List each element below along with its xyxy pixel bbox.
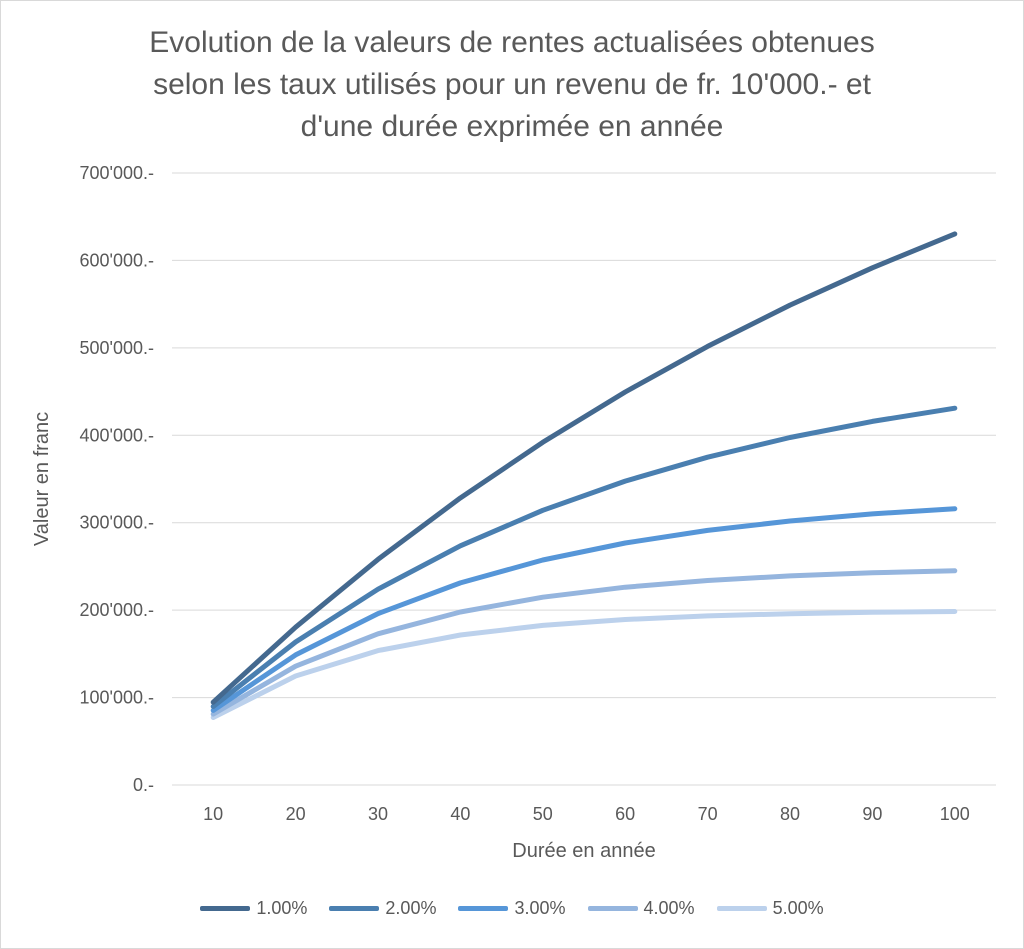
- series-line-500: [210, 609, 958, 720]
- y-tick-label: 700'000.-: [80, 163, 155, 183]
- chart-title-line-2: selon les taux utilisés pour un revenu d…: [153, 68, 871, 101]
- x-tick-label: 30: [368, 804, 388, 824]
- y-tick-label: 0.-: [133, 775, 154, 795]
- legend-item: 5.00%: [716, 898, 824, 919]
- series-line-100: [210, 231, 958, 705]
- chart-title-line-3: d'une durée exprimée en année: [300, 110, 724, 143]
- x-tick-label: 40: [450, 804, 470, 824]
- chart-title: Evolution de la valeurs de rentes actual…: [0, 22, 1024, 148]
- legend-swatch: [587, 906, 638, 911]
- x-tick-label: 10: [203, 804, 223, 824]
- y-tick-label: 400'000.-: [80, 425, 155, 445]
- legend-swatch: [716, 906, 767, 911]
- y-axis-title: Valeur en franc: [31, 412, 53, 546]
- series-line-400: [210, 568, 958, 717]
- legend-label: 1.00%: [256, 898, 308, 918]
- legend-item: 2.00%: [329, 898, 436, 919]
- chart-title-line-1: Evolution de la valeurs de rentes actual…: [149, 26, 875, 59]
- legend-item: 4.00%: [587, 898, 695, 919]
- x-tick-label: 100: [940, 804, 970, 824]
- x-axis-title: Durée en année: [512, 840, 655, 862]
- y-tick-label: 500'000.-: [80, 338, 155, 358]
- legend-item: 3.00%: [458, 898, 566, 919]
- x-tick-label: 20: [286, 804, 306, 824]
- x-tick-label: 70: [698, 804, 718, 824]
- x-tick-label: 90: [862, 804, 882, 824]
- legend-swatch: [329, 906, 380, 911]
- x-tick-label: 50: [533, 804, 553, 824]
- x-tick-label: 80: [780, 804, 800, 824]
- y-tick-label: 300'000.-: [80, 513, 155, 533]
- legend-label: 4.00%: [643, 898, 695, 918]
- y-tick-label: 100'000.-: [80, 688, 155, 708]
- legend-label: 3.00%: [514, 898, 566, 918]
- y-tick-label: 200'000.-: [80, 600, 155, 620]
- series-line-200: [210, 405, 958, 709]
- legend-swatch: [200, 906, 251, 911]
- chart-legend: 1.00% 2.00% 3.00% 4.00% 5.00%: [0, 898, 1024, 919]
- legend-label: 2.00%: [385, 898, 437, 918]
- legend-swatch: [458, 906, 509, 911]
- series-lines: [210, 231, 958, 720]
- legend-item: 1.00%: [200, 898, 307, 919]
- y-axis-tick-labels: 0.- 100'000.- 200'000.- 300'000.- 400'000.- 5…: [80, 163, 155, 795]
- x-axis-tick-labels: 10 20 30 40 50 60 70 80 90 100: [203, 804, 970, 824]
- x-tick-label: 60: [615, 804, 635, 824]
- series-line-300: [210, 506, 958, 713]
- gridlines: [172, 172, 996, 786]
- legend-label: 5.00%: [772, 898, 824, 918]
- y-tick-label: 600'000.-: [80, 250, 155, 270]
